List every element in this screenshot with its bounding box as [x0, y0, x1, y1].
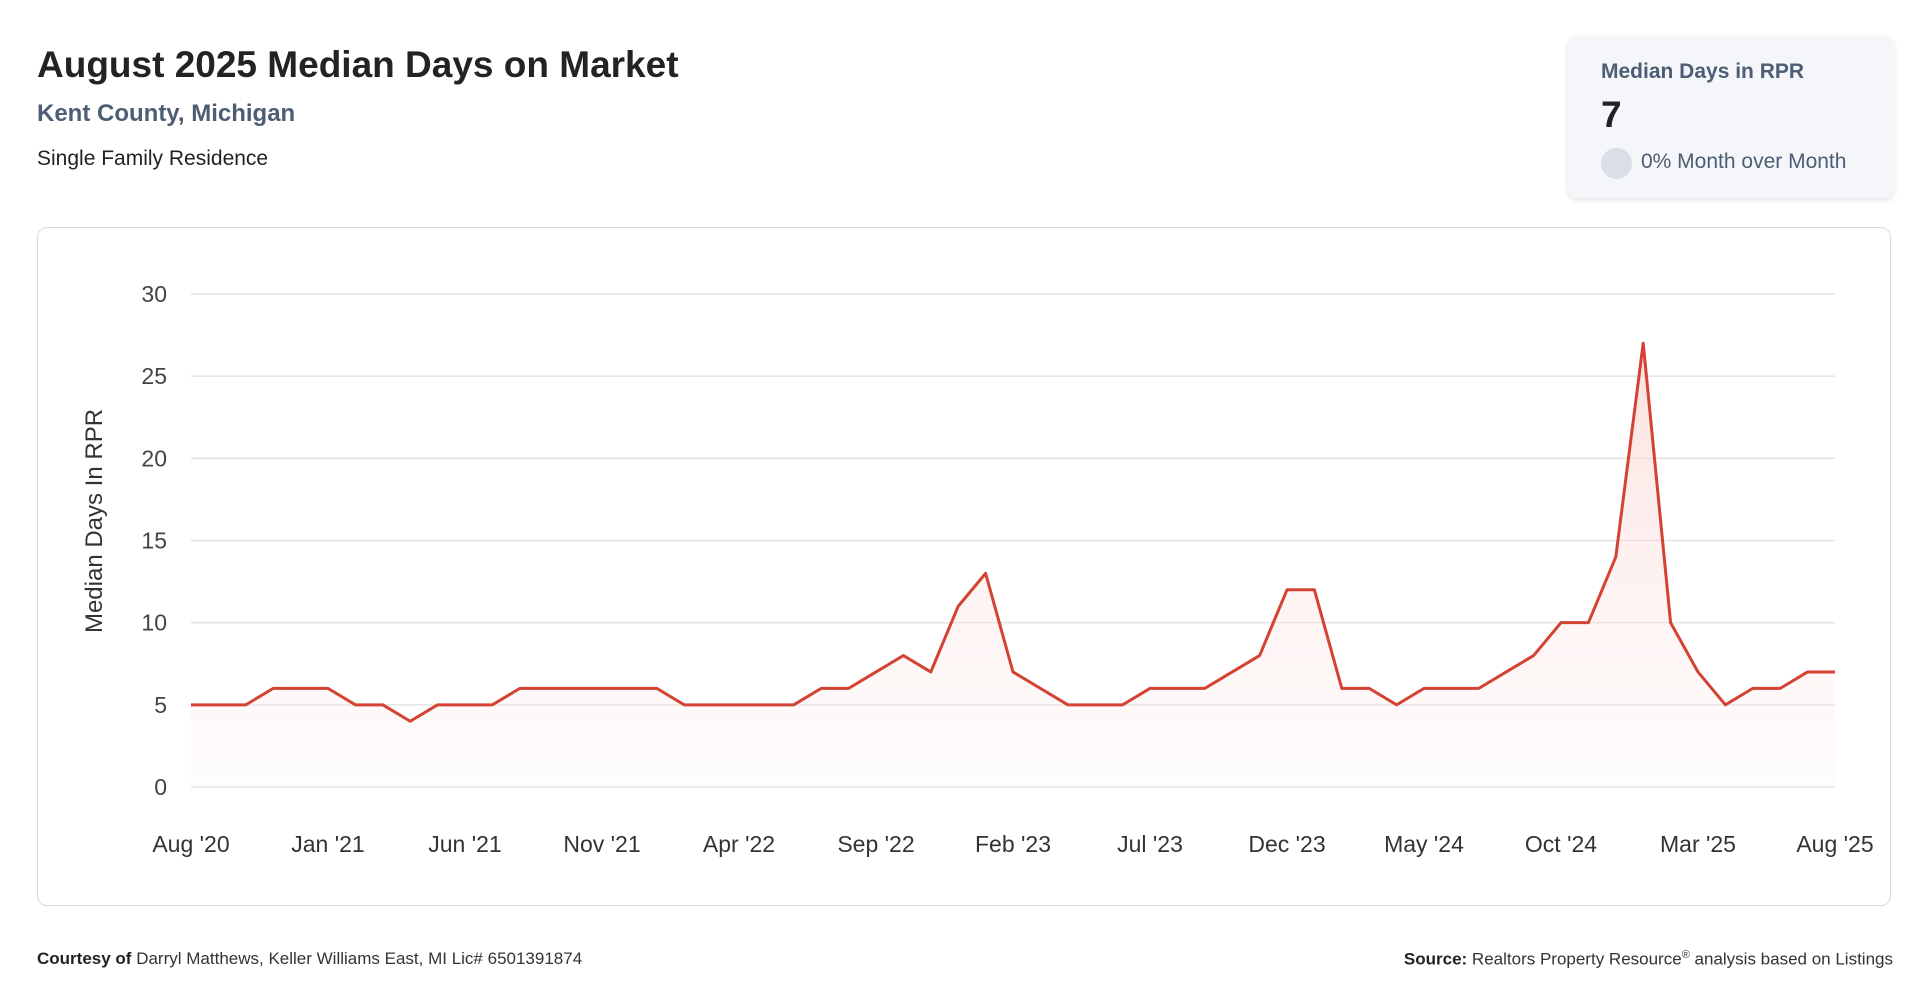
courtesy-label: Courtesy of	[37, 949, 132, 968]
y-tick-label: 20	[141, 445, 167, 471]
chart-frame: 0 5 10 15 20 25 30 Aug '20 Jan '21 Jun '21 Nov '2…	[37, 227, 1891, 906]
y-axis-ticks: 0 5 10 15 20 25 30	[141, 281, 167, 800]
registered-mark: ®	[1681, 949, 1690, 961]
x-tick-label: Dec '23	[1248, 831, 1325, 857]
kpi-value: 7	[1601, 94, 1622, 135]
kpi-card: Median Days in RPR 7 0% Month over Month	[1568, 36, 1894, 198]
x-tick-label: Mar '25	[1660, 831, 1736, 857]
x-tick-label: Aug '25	[1796, 831, 1873, 857]
x-tick-label: Jan '21	[291, 831, 364, 857]
y-tick-label: 15	[141, 528, 167, 554]
x-tick-label: Oct '24	[1525, 831, 1597, 857]
location-subtitle: Kent County, Michigan	[37, 100, 296, 127]
x-tick-label: Jul '23	[1117, 831, 1183, 857]
y-tick-label: 25	[141, 363, 167, 389]
x-tick-label: Jun '21	[428, 831, 501, 857]
median-days-chart: 0 5 10 15 20 25 30 Aug '20 Jan '21 Jun '21 Nov '2…	[81, 281, 1874, 857]
kpi-label: Median Days in RPR	[1601, 60, 1805, 83]
source-suffix: analysis based on Listings	[1694, 949, 1893, 969]
neutral-change-icon	[1601, 148, 1632, 179]
page-title: August 2025 Median Days on Market	[37, 44, 679, 85]
y-axis-label: Median Days In RPR	[81, 409, 108, 633]
footer-source: Source: Realtors Property Resource® anal…	[1404, 949, 1893, 970]
x-tick-label: Aug '20	[152, 831, 229, 857]
series-area	[191, 343, 1835, 787]
y-tick-label: 0	[154, 774, 167, 800]
y-tick-label: 10	[141, 610, 167, 636]
footer-courtesy: Courtesy of Darryl Matthews, Keller Will…	[37, 949, 582, 969]
source-text: Realtors Property Resource	[1471, 949, 1682, 969]
property-type-label: Single Family Residence	[37, 147, 269, 170]
series-line	[191, 341, 1835, 723]
x-tick-label: Sep '22	[837, 831, 914, 857]
x-tick-label: Apr '22	[703, 831, 775, 857]
source-label: Source:	[1403, 949, 1468, 969]
x-axis-ticks: Aug '20 Jan '21 Jun '21 Nov '21 Apr '22 Sep '…	[152, 831, 1873, 857]
y-tick-label: 5	[154, 692, 167, 718]
kpi-change: 0% Month over Month	[1641, 150, 1847, 173]
courtesy-text: Darryl Matthews, Keller Williams East, M…	[136, 949, 583, 968]
x-tick-label: Feb '23	[975, 831, 1051, 857]
x-tick-label: May '24	[1384, 831, 1464, 857]
x-tick-label: Nov '21	[563, 831, 640, 857]
y-tick-label: 30	[141, 281, 167, 307]
